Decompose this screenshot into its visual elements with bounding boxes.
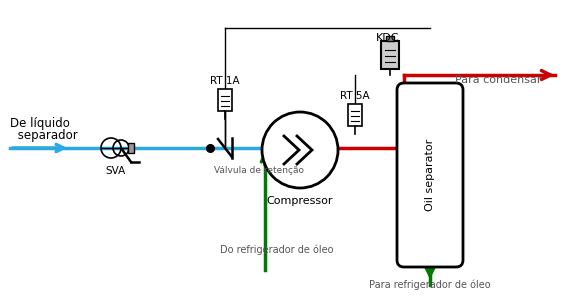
Bar: [386, 36, 394, 41]
Bar: [128, 143, 134, 153]
Text: Para condensar: Para condensar: [455, 75, 541, 85]
Text: SVA: SVA: [105, 166, 125, 176]
Bar: [348, 104, 362, 126]
Text: Válvula de retenção: Válvula de retenção: [214, 166, 304, 175]
Bar: [381, 41, 399, 69]
Text: Compressor: Compressor: [266, 196, 333, 206]
Text: separador: separador: [14, 129, 78, 142]
Circle shape: [262, 112, 338, 188]
FancyBboxPatch shape: [397, 83, 463, 267]
Text: De líquido: De líquido: [10, 117, 70, 130]
Text: Para refrigerador de óleo: Para refrigerador de óleo: [369, 279, 491, 290]
Bar: [218, 89, 232, 111]
Text: RT 5A: RT 5A: [340, 91, 370, 101]
Text: Do refrigerador de óleo: Do refrigerador de óleo: [220, 245, 333, 255]
Text: Oil separator: Oil separator: [425, 139, 435, 211]
Text: KDC: KDC: [376, 33, 400, 43]
Text: RT 1A: RT 1A: [210, 76, 240, 86]
